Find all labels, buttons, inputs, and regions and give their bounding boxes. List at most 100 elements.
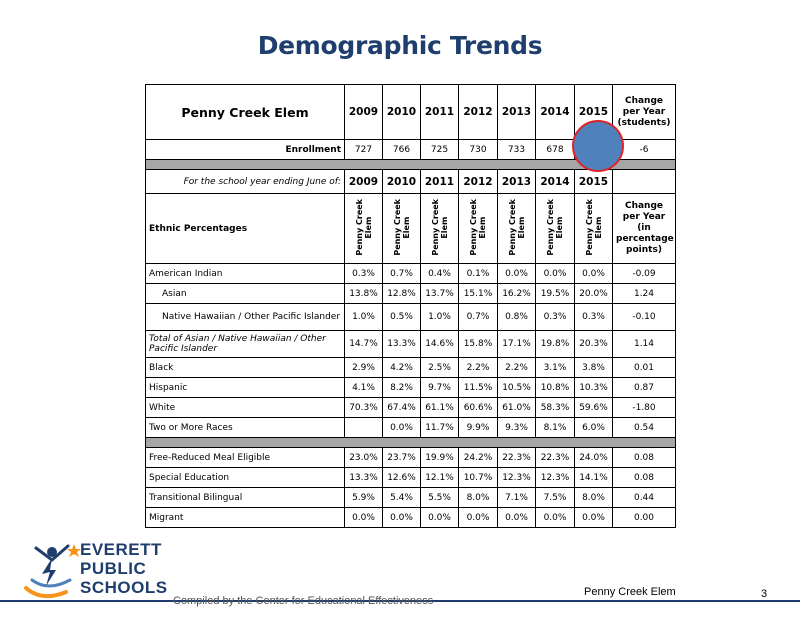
page-number: 3 [761, 588, 768, 600]
value-cell: 15.1% [458, 283, 498, 304]
year-header: 2013 [497, 84, 536, 140]
school-column-header: Penny Creek Elem [420, 193, 459, 264]
year-header: 2012 [458, 84, 498, 140]
year-header: 2010 [382, 169, 421, 194]
value-cell: 2.2% [497, 357, 536, 378]
value-cell: 0.3% [535, 303, 575, 331]
change-cell: 0.00 [612, 507, 676, 528]
footer-divider [0, 600, 800, 602]
value-cell: 13.3% [344, 467, 383, 488]
enrollment-cell: 725 [420, 139, 459, 160]
data-row: Two or More Races 0.0% 11.7% 9.9% 9.3% 8.1% 6.… [145, 417, 676, 438]
row-label: Transitional Bilingual [145, 487, 345, 508]
value-cell: 8.1% [535, 417, 575, 438]
enrollment-cell: 733 [497, 139, 536, 160]
logo-line: SCHOOLS [80, 578, 168, 597]
value-cell: 0.1% [458, 263, 498, 284]
year-header: 2009 [344, 84, 383, 140]
value-cell: 61.0% [497, 397, 536, 418]
enrollment-label: Enrollment [145, 139, 345, 160]
enrollment-cell: 727 [344, 139, 383, 160]
school-year-row: For the school year ending June of: 2009… [145, 169, 676, 194]
data-row: White 70.3% 67.4% 61.1% 60.6% 61.0% 58.3% 59.6%… [145, 397, 676, 418]
value-cell: 0.0% [382, 507, 421, 528]
value-cell: 4.2% [382, 357, 421, 378]
change-header: Change per Year (students) [612, 84, 676, 140]
value-cell: 9.7% [420, 377, 459, 398]
value-cell: 0.0% [535, 263, 575, 284]
row-label: Black [145, 357, 345, 378]
value-cell: 7.1% [497, 487, 536, 508]
demographics-table: Penny Creek Elem 2009 2010 2011 2012 201… [145, 84, 676, 528]
row-label: White [145, 397, 345, 418]
value-cell: 19.9% [420, 447, 459, 468]
value-cell: 3.8% [574, 357, 613, 378]
value-cell: 23.0% [344, 447, 383, 468]
year-header: 2014 [535, 84, 575, 140]
value-cell: 10.8% [535, 377, 575, 398]
value-cell: 15.8% [458, 330, 498, 358]
logo-line: EVERETT [80, 540, 162, 559]
value-cell: 13.8% [344, 283, 383, 304]
footer-school-name: Penny Creek Elem [584, 586, 676, 598]
value-cell: 24.0% [574, 447, 613, 468]
change-cell: 0.01 [612, 357, 676, 378]
value-cell: 0.0% [382, 417, 421, 438]
value-cell: 20.3% [574, 330, 613, 358]
value-cell: 22.3% [497, 447, 536, 468]
data-row: Special Education 13.3% 12.6% 12.1% 10.7% 12.… [145, 467, 676, 488]
page-title: Demographic Trends [257, 31, 543, 60]
school-column-header: Penny Creek Elem [344, 193, 383, 264]
year-header: 2009 [344, 169, 383, 194]
value-cell: 60.6% [458, 397, 498, 418]
value-cell: 0.7% [458, 303, 498, 331]
value-cell: 12.3% [535, 467, 575, 488]
data-row: Transitional Bilingual 5.9% 5.4% 5.5% 8.0% 7.… [145, 487, 676, 508]
value-cell: 10.5% [497, 377, 536, 398]
change-cell: -0.09 [612, 263, 676, 284]
change-cell: 0.08 [612, 447, 676, 468]
value-cell: 0.5% [382, 303, 421, 331]
value-cell: 0.8% [497, 303, 536, 331]
change-cell: -0.10 [612, 303, 676, 331]
row-label: Two or More Races [145, 417, 345, 438]
change-cell: 0.44 [612, 487, 676, 508]
school-year-label: For the school year ending June of: [145, 169, 345, 194]
value-cell: 1.0% [344, 303, 383, 331]
value-cell [344, 417, 383, 438]
value-cell: 11.7% [420, 417, 459, 438]
value-cell: 2.5% [420, 357, 459, 378]
year-header: 2011 [420, 169, 459, 194]
row-label: Special Education [145, 467, 345, 488]
value-cell: 8.0% [458, 487, 498, 508]
value-cell: 3.1% [535, 357, 575, 378]
row-label: Native Hawaiian / Other Pacific Islander [145, 303, 345, 331]
value-cell: 58.3% [535, 397, 575, 418]
value-cell: 0.4% [420, 263, 459, 284]
year-header: 2015 [574, 169, 613, 194]
value-cell: 20.0% [574, 283, 613, 304]
value-cell: 5.4% [382, 487, 421, 508]
data-row: American Indian 0.3% 0.7% 0.4% 0.1% 0.0% 0.0% 0… [145, 263, 676, 284]
empty-cell [612, 169, 676, 194]
value-cell: 1.0% [420, 303, 459, 331]
row-label: Migrant [145, 507, 345, 528]
enrollment-row: Enrollment 727 766 725 730 733 678 -6 [145, 139, 676, 160]
value-cell: 19.5% [535, 283, 575, 304]
change-cell: 1.24 [612, 283, 676, 304]
school-column-header: Penny Creek Elem [574, 193, 613, 264]
year-header: 2014 [535, 169, 575, 194]
value-cell: 59.6% [574, 397, 613, 418]
value-cell: 16.2% [497, 283, 536, 304]
row-label: Asian [145, 283, 345, 304]
value-cell: 0.3% [574, 303, 613, 331]
value-cell: 2.2% [458, 357, 498, 378]
everett-public-schools-logo: EVERETT PUBLIC SCHOOLS [22, 540, 172, 602]
value-cell: 23.7% [382, 447, 421, 468]
school-column-header: Penny Creek Elem [535, 193, 575, 264]
value-cell: 0.7% [382, 263, 421, 284]
value-cell: 10.3% [574, 377, 613, 398]
value-cell: 12.6% [382, 467, 421, 488]
value-cell: 0.0% [420, 507, 459, 528]
value-cell: 5.5% [420, 487, 459, 508]
